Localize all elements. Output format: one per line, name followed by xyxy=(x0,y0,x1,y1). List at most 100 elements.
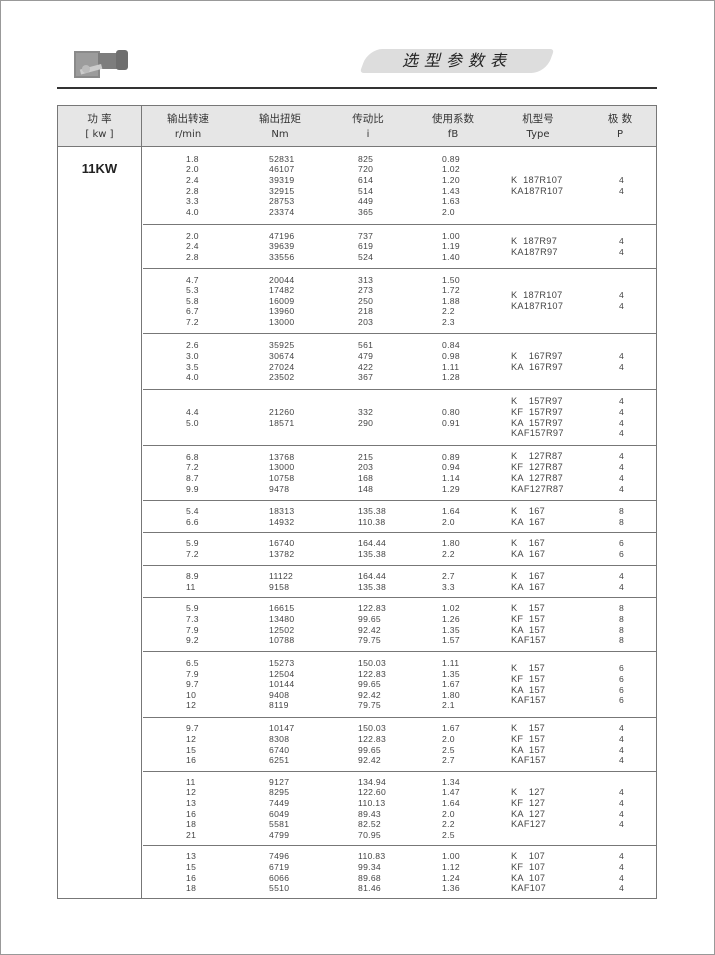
output-speed-cell: 11 xyxy=(186,776,196,787)
service-factor-cell: 1.67 xyxy=(442,723,460,734)
type-row: KAF107 4 xyxy=(495,883,665,894)
poles-cell: 4 xyxy=(619,581,625,592)
gearbox-logo-icon xyxy=(74,50,128,78)
service-factor-cell: 1.43 xyxy=(442,185,460,196)
output-torque-cell: 13960 xyxy=(269,306,295,317)
table-row: 2.4 39319 614 1.20 xyxy=(143,175,493,186)
model-type-cell: K 187R97 xyxy=(511,235,558,246)
poles-cell: 4 xyxy=(619,428,625,439)
table-row: 12 8295 122.60 1.47 xyxy=(143,787,493,798)
selection-table: 功 率 [ kw ] 输出转速 r/min 输出扭矩 Nm 传动比 i 使用系数 fB 机… xyxy=(57,105,657,899)
ratio-cell: 737 xyxy=(358,230,374,241)
output-torque-cell: 4799 xyxy=(269,829,290,840)
output-torque-cell: 14932 xyxy=(269,516,295,527)
model-type-cell: KAF127 xyxy=(511,819,546,830)
ratio-cell: 135.38 xyxy=(358,505,387,516)
table-row: 5.8 16009 250 1.88 xyxy=(143,296,493,307)
poles-cell: 8 xyxy=(619,516,625,527)
ratio-cell: 110.38 xyxy=(358,516,386,527)
type-row: KA 157 4 xyxy=(495,745,665,756)
type-row: KF 127R87 4 xyxy=(495,462,665,473)
poles-cell: 4 xyxy=(619,797,625,808)
output-torque-cell: 13480 xyxy=(269,613,295,624)
type-list: K 167 6 KA 167 6 xyxy=(495,533,665,565)
header-poles-unit: P xyxy=(616,129,624,140)
output-speed-cell: 3.3 xyxy=(186,196,199,207)
poles-cell: 4 xyxy=(619,733,625,744)
service-factor-cell: 1.02 xyxy=(442,164,460,175)
table-row: 10 9408 92.42 1.80 xyxy=(143,690,493,701)
type-row: K 127R87 4 xyxy=(495,451,665,462)
output-torque-cell: 33556 xyxy=(269,251,295,262)
table-group: 1.8 52831 825 0.89 2.0 46107 720 1.02 2.4 39319 61… xyxy=(143,147,656,225)
output-torque-cell: 32915 xyxy=(269,185,295,196)
ratio-cell: 619 xyxy=(358,241,374,252)
table-row: 11 9158 135.38 3.3 xyxy=(143,582,493,593)
poles-cell: 4 xyxy=(619,301,625,311)
output-speed-cell: 9.9 xyxy=(186,483,199,494)
table-row: 2.8 33556 524 1.40 xyxy=(143,252,493,263)
poles-cell: 6 xyxy=(619,549,625,559)
output-torque-cell: 6251 xyxy=(269,755,290,766)
service-factor-cell: 1.11 xyxy=(442,658,460,669)
type-row: KA 157 8 xyxy=(495,625,665,636)
output-speed-cell: 7.2 xyxy=(186,316,199,327)
output-speed-cell: 5.9 xyxy=(186,538,199,549)
type-list: K 167 8 KA 167 8 xyxy=(495,501,665,532)
model-type-cell: KF 157 xyxy=(511,613,546,624)
poles-cell: 4 xyxy=(619,808,625,819)
service-factor-cell: 1.67 xyxy=(442,679,460,690)
type-row: KA 167 4 xyxy=(495,582,665,593)
table-row: 15 6740 99.65 2.5 xyxy=(143,745,493,756)
table-row: 13 7496 110.83 1.00 xyxy=(143,851,493,862)
type-list: K 157 8 KF 157 8 KA 157 8 KAF157 8 xyxy=(495,598,665,651)
output-torque-cell: 6066 xyxy=(269,872,290,883)
output-speed-cell: 3.0 xyxy=(186,350,199,361)
poles-cell: 4 xyxy=(619,174,625,185)
ratio-cell: 70.95 xyxy=(358,829,382,840)
type-row: K 127 4 xyxy=(495,787,665,798)
service-factor-cell: 1.00 xyxy=(442,851,460,862)
output-speed-cell: 15 xyxy=(186,861,197,872)
table-row: 5.3 17482 273 1.72 xyxy=(143,285,493,296)
output-speed-cell: 2.0 xyxy=(186,230,199,241)
output-torque-cell: 10788 xyxy=(269,635,295,646)
type-row: K 157R97 4 xyxy=(495,396,665,407)
data-rows: 1.8 52831 825 0.89 2.0 46107 720 1.02 2.4 39319 61… xyxy=(143,147,493,224)
output-torque-cell: 47196 xyxy=(269,230,295,241)
poles-cell: 4 xyxy=(619,395,625,406)
type-row: K 167 4 xyxy=(495,571,665,582)
model-type-cell: KF 127R87 xyxy=(511,462,564,473)
model-type-cell: KA 167 xyxy=(511,581,546,592)
output-torque-cell: 9478 xyxy=(269,483,290,494)
output-speed-cell: 16 xyxy=(186,872,197,883)
table-row: 5.4 18313 135.38 1.64 xyxy=(143,506,493,517)
header-poles-cn: 极 数 xyxy=(607,113,633,125)
header-power: 功 率 [ kw ] xyxy=(58,112,141,142)
service-factor-cell: 2.2 xyxy=(442,306,455,317)
type-list: K 157 4 KF 157 4 KA 157 4 KAF157 4 xyxy=(495,718,665,771)
output-speed-cell: 13 xyxy=(186,797,197,808)
output-speed-cell: 18 xyxy=(186,819,197,830)
data-rows: 8.9 11122 164.44 2.7 11 9158 135.38 3.3 xyxy=(143,566,493,597)
ratio-cell: 79.75 xyxy=(358,635,382,646)
type-row: KF 157 6 xyxy=(495,674,665,685)
service-factor-cell: 2.2 xyxy=(442,549,455,559)
output-torque-cell: 18313 xyxy=(269,505,295,516)
output-torque-cell: 8119 xyxy=(269,700,289,711)
service-factor-cell: 1.64 xyxy=(442,797,460,808)
output-torque-cell: 28753 xyxy=(269,196,295,207)
service-factor-cell: 1.63 xyxy=(442,196,460,207)
table-row: 9.2 10788 79.75 1.57 xyxy=(143,635,493,646)
poles-cell: 4 xyxy=(619,483,625,494)
output-speed-cell: 12 xyxy=(186,700,197,711)
output-speed-cell: 18 xyxy=(186,883,197,894)
ratio-cell: 99.65 xyxy=(358,679,382,690)
type-row: KA 167R97 4 xyxy=(495,362,665,373)
ratio-cell: 614 xyxy=(358,174,374,185)
model-type-cell: KF 127 xyxy=(511,797,546,808)
poles-cell: 4 xyxy=(619,819,625,830)
ratio-cell: 514 xyxy=(358,185,374,196)
type-list: K 157 6 KF 157 6 KA 157 6 KAF157 6 xyxy=(495,652,665,717)
table-row: 2.0 46107 720 1.02 xyxy=(143,164,493,175)
